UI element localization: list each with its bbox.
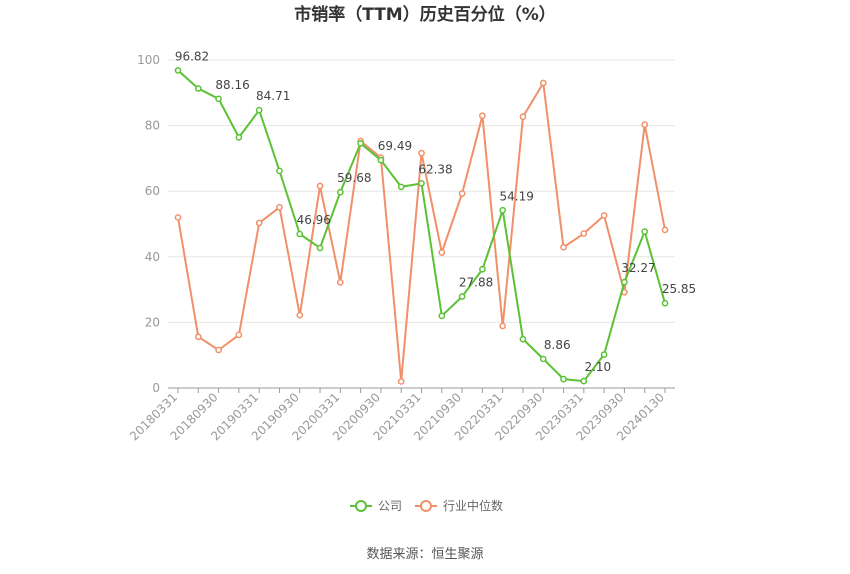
data-label: 54.19 <box>499 189 533 203</box>
data-point[interactable] <box>580 377 588 385</box>
data-point[interactable] <box>255 106 263 114</box>
data-point[interactable] <box>479 112 486 120</box>
y-tick-label: 100 <box>137 53 160 67</box>
data-point[interactable] <box>458 190 466 197</box>
data-point[interactable] <box>560 243 567 251</box>
data-label: 32.27 <box>621 261 655 275</box>
data-label: 8.86 <box>544 338 571 352</box>
data-point[interactable] <box>641 121 649 128</box>
data-point[interactable] <box>336 279 344 286</box>
data-label: 59.68 <box>337 171 371 185</box>
legend-company-label: 公司 <box>378 499 402 513</box>
legend-industry-marker-icon <box>420 500 432 512</box>
data-point[interactable] <box>661 299 669 307</box>
y-tick-label: 40 <box>145 250 160 264</box>
data-point[interactable] <box>276 203 283 211</box>
data-point[interactable] <box>215 95 222 103</box>
data-point[interactable] <box>499 206 507 214</box>
data-point[interactable] <box>194 333 202 341</box>
data-point[interactable] <box>560 375 567 383</box>
data-point[interactable] <box>539 79 547 87</box>
data-label: 84.71 <box>256 89 290 103</box>
data-point[interactable] <box>458 293 466 300</box>
legend-industry-label: 行业中位数 <box>443 498 503 513</box>
data-point[interactable] <box>539 355 547 363</box>
legend-item-company[interactable]: 公司 <box>350 499 402 513</box>
data-label: 2.10 <box>584 360 611 374</box>
data-point[interactable] <box>600 351 608 358</box>
data-point[interactable] <box>499 322 507 330</box>
data-point[interactable] <box>255 219 263 227</box>
legend-item-industry-median[interactable]: 行业中位数 <box>415 498 503 513</box>
y-tick-label: 80 <box>145 119 160 133</box>
series-line-1 <box>177 82 666 383</box>
series-layer <box>174 67 669 385</box>
data-label: 69.49 <box>378 139 412 153</box>
data-point[interactable] <box>438 249 446 256</box>
data-point[interactable] <box>397 183 405 191</box>
data-point[interactable] <box>215 346 222 354</box>
grid <box>168 59 675 323</box>
data-point[interactable] <box>519 335 527 343</box>
data-point[interactable] <box>357 139 364 147</box>
data-label: 25.85 <box>662 282 696 296</box>
legend-company-marker-icon <box>355 500 367 512</box>
data-point[interactable] <box>174 67 182 74</box>
data-point[interactable] <box>316 244 324 252</box>
data-point[interactable] <box>235 134 243 141</box>
data-point[interactable] <box>641 228 649 235</box>
data-label: 46.96 <box>297 213 331 227</box>
data-point[interactable] <box>418 149 425 157</box>
data-point[interactable] <box>174 214 182 221</box>
data-point[interactable] <box>316 182 324 190</box>
data-label: 88.16 <box>215 78 249 92</box>
data-point[interactable] <box>580 230 588 237</box>
data-point[interactable] <box>519 113 527 121</box>
data-label: 62.38 <box>418 162 452 176</box>
data-point[interactable] <box>661 226 669 234</box>
data-point[interactable] <box>296 230 304 238</box>
y-tick-label: 60 <box>145 184 160 198</box>
chart-title: 市销率（TTM）历史百分位（%） <box>294 4 556 25</box>
data-point[interactable] <box>479 265 486 273</box>
data-labels: 96.82 88.16 84.71 46.96 59.68 69.49 62.38 27.88… <box>175 49 696 374</box>
data-point[interactable] <box>600 212 608 219</box>
data-point[interactable] <box>397 378 405 385</box>
data-point[interactable] <box>276 167 283 175</box>
data-point[interactable] <box>418 180 425 187</box>
legend[interactable]: 公司 行业中位数 <box>350 498 503 513</box>
data-point[interactable] <box>336 188 344 196</box>
data-label: 27.88 <box>459 276 493 290</box>
data-point[interactable] <box>235 331 243 339</box>
source-text: 数据来源：恒生聚源 <box>366 547 483 562</box>
data-point[interactable] <box>296 311 304 319</box>
data-point[interactable] <box>621 278 628 286</box>
y-tick-label: 0 <box>152 381 160 395</box>
data-point[interactable] <box>377 156 385 164</box>
data-point[interactable] <box>194 85 202 92</box>
data-point[interactable] <box>438 312 446 320</box>
data-label: 96.82 <box>175 49 209 63</box>
y-tick-label: 20 <box>145 315 160 329</box>
